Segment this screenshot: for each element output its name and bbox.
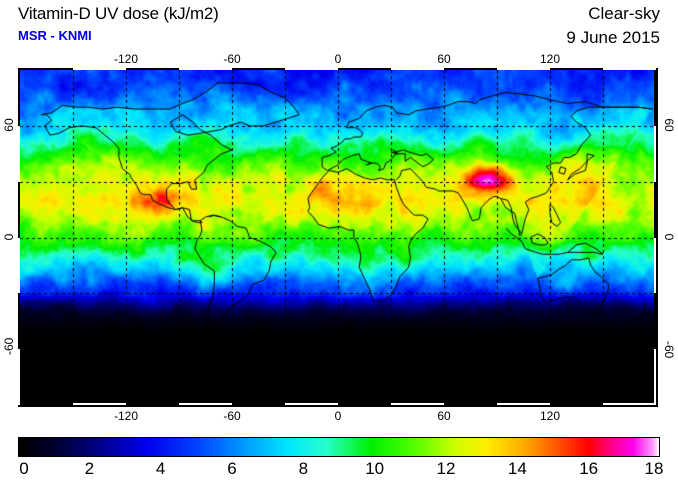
colorbar-tick-label: 14 xyxy=(507,459,527,478)
date-label: 9 June 2015 xyxy=(566,28,660,47)
lon-tick-label-bottom: 0 xyxy=(334,409,342,423)
lon-tick-label-top: -120 xyxy=(113,52,139,66)
colorbar-tick-label: 6 xyxy=(227,459,237,478)
colorbar-tick-label: 0 xyxy=(19,459,29,478)
chart-header: Vitamin-D UV dose (kJ/m2) MSR - KNMI Cle… xyxy=(0,0,678,62)
right-axis-ticks xyxy=(654,70,656,405)
lat-tick-label-right: -60 xyxy=(662,341,676,359)
colorbar-tick-label: 4 xyxy=(155,459,166,478)
sky-condition-label: Clear-sky xyxy=(588,4,660,23)
uv-dose-colorbar xyxy=(18,437,660,457)
data-source-label: MSR - KNMI xyxy=(18,28,92,43)
colorbar-tick-label: 12 xyxy=(436,459,456,478)
page-title: Vitamin-D UV dose (kJ/m2) xyxy=(18,4,219,23)
colorbar-tick-label: 8 xyxy=(298,459,309,478)
lon-tick-label-top: 120 xyxy=(539,52,561,66)
lon-tick-label-bottom: 60 xyxy=(437,409,451,423)
lon-tick-label-top: -60 xyxy=(223,52,241,66)
global-uv-dose-map xyxy=(18,68,658,407)
colorbar-tick-label: 2 xyxy=(84,459,95,478)
lon-tick-label-bottom: -60 xyxy=(223,409,241,423)
lat-tick-label-left: -60 xyxy=(2,337,16,356)
top-axis-ticks xyxy=(20,68,656,70)
left-axis-ticks xyxy=(18,70,20,405)
lat-tick-label-right: 60 xyxy=(662,118,676,132)
colorbar-tick-label: 16 xyxy=(579,459,599,478)
uv-dose-heatmap-canvas xyxy=(20,70,656,405)
colorbar-tick-label: 10 xyxy=(365,459,385,478)
lon-tick-label-top: 0 xyxy=(334,52,342,66)
lon-tick-label-bottom: 120 xyxy=(539,409,561,423)
lat-tick-label-left: 0 xyxy=(2,233,16,240)
colorbar-tick-label: 18 xyxy=(644,459,664,478)
bottom-axis-ticks xyxy=(20,403,656,405)
lon-tick-label-bottom: -120 xyxy=(113,409,139,423)
colorbar-container xyxy=(18,437,660,457)
lon-tick-label-top: 60 xyxy=(437,52,451,66)
lat-tick-label-right: 0 xyxy=(662,233,676,240)
lat-tick-label-left: 60 xyxy=(2,118,16,132)
